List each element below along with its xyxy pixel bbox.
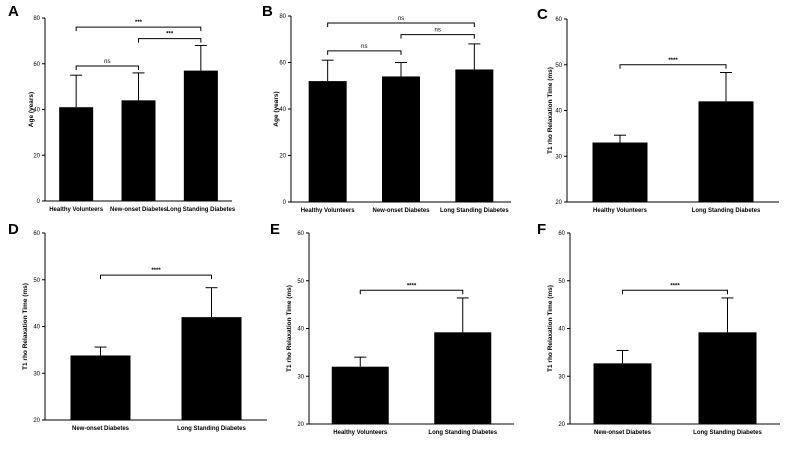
y-tick-label: 20 bbox=[33, 153, 40, 159]
y-tick-label: 40 bbox=[558, 327, 565, 333]
bar bbox=[59, 107, 94, 201]
y-tick-label: 80 bbox=[33, 16, 40, 22]
y-tick-label: 50 bbox=[33, 278, 40, 284]
category-label: Long Standing Diabetes bbox=[692, 208, 761, 214]
y-axis-label: T1 rho Relaxation Time (ms) bbox=[286, 285, 293, 372]
bar bbox=[698, 332, 757, 424]
panel-letter: D bbox=[8, 221, 19, 238]
category-label: Long Standing Diabetes bbox=[440, 208, 509, 214]
y-tick-label: 50 bbox=[297, 279, 304, 285]
y-axis-label: T1 rho Relaxation Time (ms) bbox=[22, 283, 29, 370]
y-tick-label: 40 bbox=[555, 109, 562, 115]
y-tick-label: 20 bbox=[33, 418, 40, 424]
significance-label: **** bbox=[670, 283, 680, 289]
y-tick-label: 80 bbox=[279, 14, 286, 20]
y-tick-label: 30 bbox=[555, 154, 562, 160]
chart-panel-d: D 20 30 40 50 60 T1 rho Relaxation Time (ms) Ne… bbox=[8, 221, 267, 432]
y-tick-label: 60 bbox=[558, 231, 565, 237]
y-tick-label: 30 bbox=[297, 374, 304, 380]
bar bbox=[698, 101, 754, 202]
y-tick-label: 50 bbox=[555, 63, 562, 69]
bar bbox=[593, 363, 652, 424]
category-label: New-onset Diabetes bbox=[72, 426, 130, 432]
category-label: New-onset Diabetes bbox=[372, 208, 430, 214]
category-label: Long Standing Diabetes bbox=[428, 430, 497, 436]
category-label: Healthy Volunteers bbox=[593, 208, 648, 214]
significance-label: *** bbox=[135, 20, 143, 26]
y-tick-label: 20 bbox=[297, 422, 304, 428]
category-label: New-onset Diabetes bbox=[594, 430, 652, 436]
significance-bracket bbox=[327, 50, 402, 55]
y-tick-label: 20 bbox=[555, 200, 562, 206]
y-tick-label: 40 bbox=[279, 107, 286, 113]
bar bbox=[308, 81, 347, 202]
chart-panel-e: E 20 30 40 50 60 T1 rho Relaxation Time (ms) He… bbox=[270, 221, 514, 436]
bar bbox=[434, 332, 492, 424]
significance-label: **** bbox=[151, 268, 161, 274]
y-tick-label: 60 bbox=[555, 17, 562, 23]
y-axis-label: T1 rho Relaxation Time (ms) bbox=[547, 285, 554, 372]
significance-bracket bbox=[619, 64, 727, 69]
y-tick-label: 0 bbox=[37, 199, 41, 205]
significance-bracket bbox=[359, 289, 464, 295]
panel-letter: C bbox=[537, 6, 548, 23]
y-tick-label: 40 bbox=[33, 325, 40, 331]
significance-label: **** bbox=[668, 58, 678, 64]
bar bbox=[70, 355, 131, 420]
significance-label: *** bbox=[166, 32, 174, 38]
y-axis-label: Age (years) bbox=[28, 92, 35, 127]
category-label: Long Standing Diabetes bbox=[166, 207, 235, 213]
y-tick-label: 60 bbox=[297, 231, 304, 237]
y-tick-label: 60 bbox=[33, 62, 40, 68]
bar bbox=[181, 317, 242, 420]
bar bbox=[382, 76, 420, 202]
significance-label: ns bbox=[104, 59, 110, 65]
panel-letter: A bbox=[8, 3, 19, 20]
bar bbox=[121, 100, 156, 201]
significance-bracket bbox=[400, 34, 475, 39]
category-label: Long Standing Diabetes bbox=[693, 430, 762, 436]
y-tick-label: 50 bbox=[558, 279, 565, 285]
significance-label: ns bbox=[434, 28, 440, 34]
significance-label: ns bbox=[361, 44, 367, 50]
y-tick-label: 60 bbox=[279, 61, 286, 67]
bar bbox=[455, 69, 494, 202]
category-label: Long Standing Diabetes bbox=[177, 426, 246, 432]
significance-bracket bbox=[138, 38, 202, 43]
bar bbox=[331, 366, 389, 424]
significance-bracket bbox=[100, 274, 212, 280]
y-tick-label: 20 bbox=[279, 154, 286, 160]
y-axis-label: T1 rho Relaxation Time (ms) bbox=[547, 67, 554, 154]
category-label: New-onset Diabetes bbox=[110, 207, 168, 213]
significance-label: ns bbox=[398, 16, 404, 22]
bar bbox=[183, 70, 218, 201]
significance-label: **** bbox=[407, 283, 417, 289]
panel-letter: F bbox=[537, 221, 546, 238]
significance-bracket bbox=[622, 289, 728, 295]
significance-bracket bbox=[75, 26, 202, 32]
y-tick-label: 40 bbox=[297, 327, 304, 333]
chart-panel-b: B 0 20 40 60 80 Age (years) Healthy Volunteers N… bbox=[262, 3, 511, 214]
chart-panel-f: F 20 30 40 50 60 T1 rho Relaxation Time (ms) Ne… bbox=[537, 221, 780, 436]
panel-letter: B bbox=[262, 3, 273, 20]
significance-bracket bbox=[75, 65, 139, 71]
category-label: Healthy Volunteers bbox=[301, 208, 356, 214]
category-label: Healthy Volunteers bbox=[333, 430, 388, 436]
panel-letter: E bbox=[270, 221, 280, 238]
bar bbox=[592, 142, 648, 202]
chart-panel-a: A 0 20 40 60 80 Age (years) Healthy Volunteers N… bbox=[8, 3, 236, 213]
y-tick-label: 30 bbox=[33, 371, 40, 377]
significance-bracket bbox=[327, 22, 475, 27]
y-axis-label: Age (years) bbox=[273, 91, 280, 126]
chart-panel-c: C 20 30 40 50 60 T1 rho Relaxation Time (ms) He… bbox=[537, 6, 779, 214]
y-tick-label: 0 bbox=[283, 200, 287, 206]
y-tick-label: 20 bbox=[558, 422, 565, 428]
y-tick-label: 40 bbox=[33, 108, 40, 114]
category-label: Healthy Volunteers bbox=[49, 207, 104, 213]
y-tick-label: 30 bbox=[558, 374, 565, 380]
y-tick-label: 60 bbox=[33, 231, 40, 237]
